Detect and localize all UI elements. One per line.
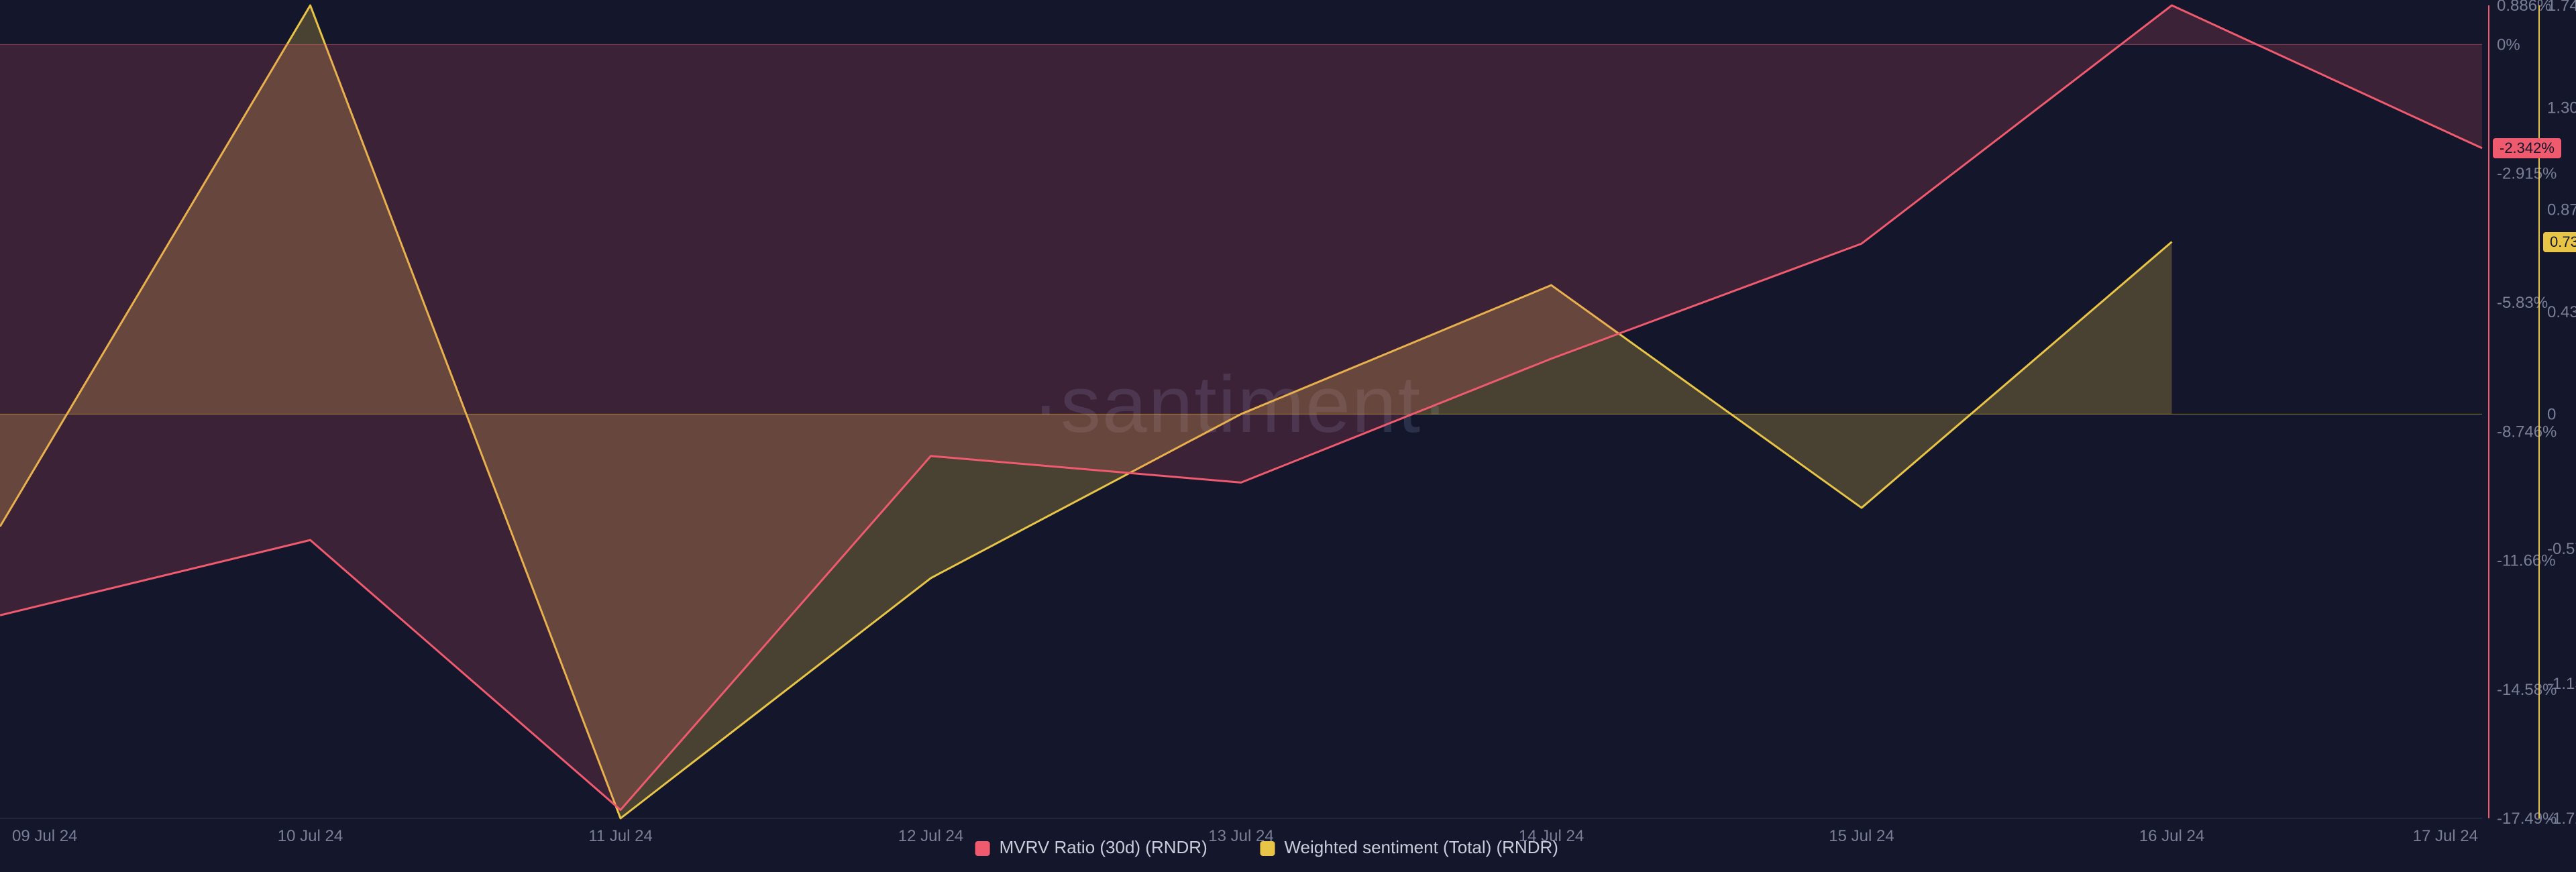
legend-swatch: [975, 841, 990, 856]
mvrv-axis-tick: -2.915%: [2497, 165, 2557, 183]
x-axis-label: 12 Jul 24: [898, 827, 963, 845]
sentiment-axis-tick: -0.575: [2547, 540, 2576, 558]
x-axis-label: 11 Jul 24: [588, 827, 653, 845]
x-axis-label: 17 Jul 24: [2413, 827, 2478, 845]
x-axis-label: 15 Jul 24: [1829, 827, 1894, 845]
x-axis-label: 09 Jul 24: [12, 827, 77, 845]
sentiment-axis-tick: 1.308: [2547, 99, 2576, 117]
chart-root: ·santiment·09 Jul 2410 Jul 2411 Jul 2412…: [0, 0, 2576, 872]
sentiment-axis-tick: -1.725: [2547, 810, 2576, 828]
legend-swatch: [1260, 841, 1275, 856]
mvrv-value-badge: -2.342%: [2493, 138, 2561, 158]
legend-label[interactable]: MVRV Ratio (30d) (RNDR): [1000, 837, 1208, 857]
sentiment-axis-tick: 1.744: [2547, 0, 2576, 15]
sentiment-axis-tick: 0: [2547, 405, 2556, 423]
x-axis-label: 10 Jul 24: [278, 827, 343, 845]
sentiment-axis-tick: 0.872: [2547, 201, 2576, 219]
mvrv-axis-tick: -5.83%: [2497, 294, 2548, 312]
sentiment-axis-tick: 0.436: [2547, 303, 2576, 321]
legend-label[interactable]: Weighted sentiment (Total) (RNDR): [1285, 837, 1558, 857]
x-axis-label: 16 Jul 24: [2139, 827, 2204, 845]
mvrv-axis-tick: -8.746%: [2497, 423, 2557, 441]
sentiment-value-badge: 0.735: [2543, 232, 2576, 252]
mvrv-axis-tick: 0%: [2497, 36, 2520, 54]
mvrv-axis-tick: 0.886%: [2497, 0, 2551, 15]
sentiment-axis-tick: -1.15: [2547, 675, 2576, 693]
